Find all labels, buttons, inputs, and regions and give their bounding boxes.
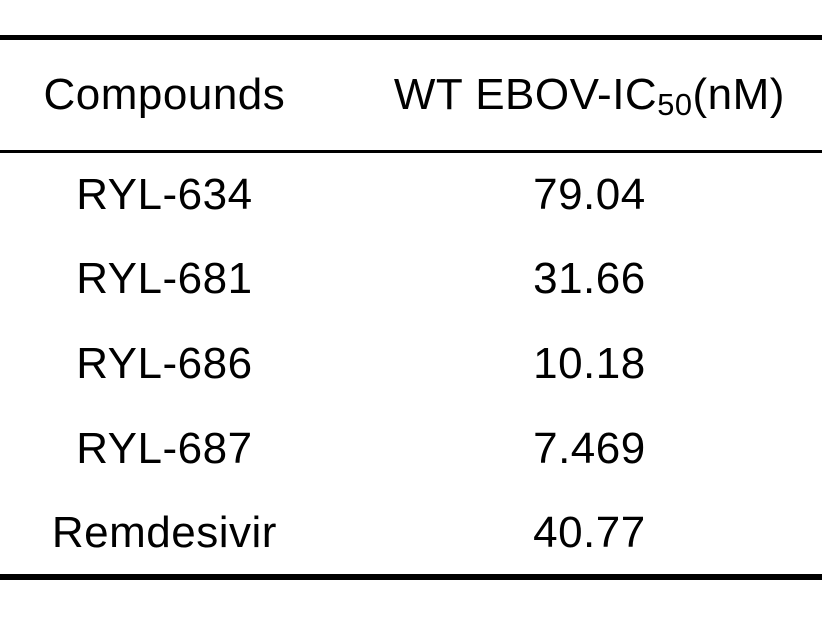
- header-row: Compounds WT EBOV-IC50(nM): [0, 37, 822, 153]
- table-row: RYL-687 7.469: [0, 407, 822, 492]
- paper-table-figure: Compounds WT EBOV-IC50(nM) RYL-634 79.04…: [0, 35, 822, 644]
- compound-name: RYL-634: [76, 169, 253, 219]
- compound-name: RYL-686: [76, 339, 253, 388]
- ic50-value: 7.469: [533, 424, 646, 473]
- table-body: RYL-634 79.04 RYL-681 31.66 RYL-686 10.1…: [0, 152, 822, 577]
- ic50-value: 40.77: [533, 507, 646, 557]
- compound-name: RYL-687: [76, 424, 253, 473]
- ic50-value: 10.18: [533, 339, 646, 388]
- ic50-header-prefix: WT EBOV-IC: [393, 70, 658, 119]
- ic50-value: 79.04: [533, 169, 646, 219]
- ic50-value: 31.66: [533, 254, 646, 303]
- table-row: RYL-634 79.04: [0, 152, 822, 237]
- ic50-header-suffix: (nM): [692, 70, 785, 119]
- ic50-column-header: WT EBOV-IC50(nM): [328, 37, 822, 153]
- compound-name: Remdesivir: [51, 507, 277, 557]
- ic50-header-subscript: 50: [657, 86, 693, 122]
- table-header: Compounds WT EBOV-IC50(nM): [0, 37, 822, 153]
- compound-name: RYL-681: [76, 254, 253, 303]
- table-row: Remdesivir 40.77: [0, 492, 822, 577]
- compounds-column-header: Compounds: [0, 37, 329, 153]
- ic50-table: Compounds WT EBOV-IC50(nM) RYL-634 79.04…: [0, 35, 822, 580]
- table-row: RYL-681 31.66: [0, 237, 822, 322]
- table-row: RYL-686 10.18: [0, 322, 822, 407]
